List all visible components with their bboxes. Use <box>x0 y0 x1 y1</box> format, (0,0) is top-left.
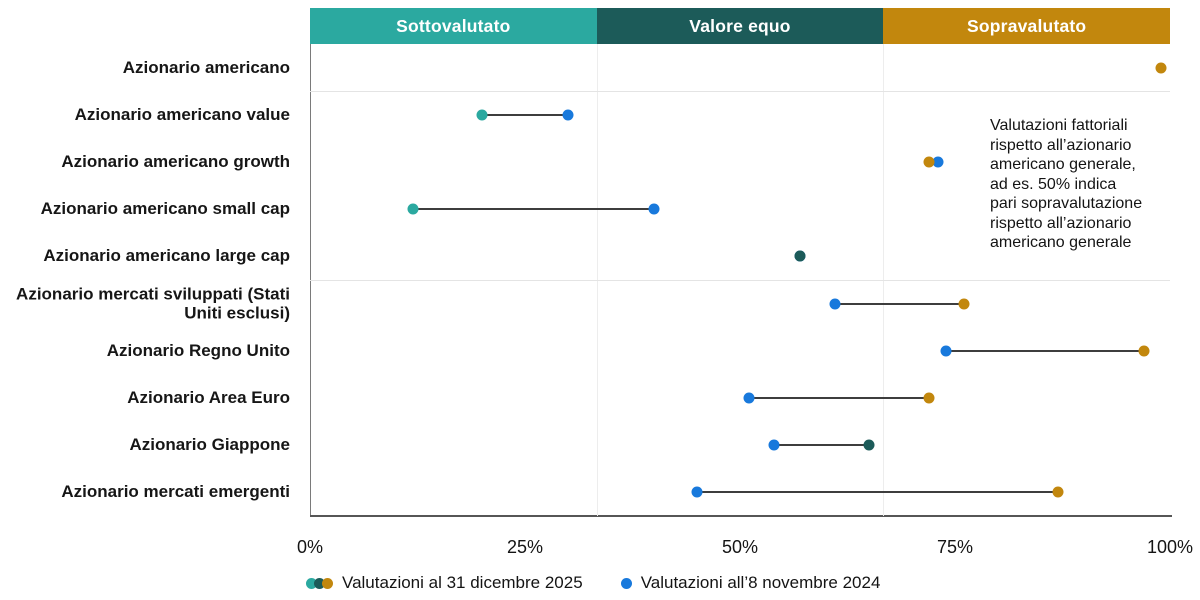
dot-dec-2025 <box>476 109 488 121</box>
legend-dot-icon <box>306 577 317 589</box>
category-label: Azionario mercati sviluppati (Stati Unit… <box>16 284 290 323</box>
connector-line <box>774 444 869 447</box>
legend-label: Valutazioni all’8 novembre 2024 <box>640 573 881 592</box>
dot-dec-2025 <box>923 156 935 168</box>
category-label: Azionario americano growth <box>61 152 290 172</box>
x-tick-label: 75% <box>936 537 974 557</box>
category-label: Azionario Giappone <box>129 435 290 455</box>
category-label: Azionario americano small cap <box>40 199 290 219</box>
legend-label: Valutazioni al 31 dicembre 2025 <box>342 573 583 592</box>
dot-nov-2024 <box>829 298 841 310</box>
category-label: Azionario americano <box>122 57 290 77</box>
row-separator <box>310 280 1170 281</box>
legend-dot-icon <box>322 577 333 589</box>
dot-dec-2025 <box>1052 486 1064 498</box>
connector-line <box>482 113 568 116</box>
category-label: Azionario mercati emergenti <box>61 482 290 502</box>
connector-line <box>413 208 654 211</box>
connector-line <box>697 491 1059 494</box>
x-tick-label: 50% <box>721 537 759 557</box>
dot-nov-2024 <box>932 156 944 168</box>
dot-nov-2024 <box>691 486 703 498</box>
legend-dot-group <box>620 577 632 589</box>
dot-dec-2025 <box>863 439 875 451</box>
dot-nov-2024 <box>768 439 780 451</box>
dot-nov-2024 <box>648 203 660 215</box>
category-label: Azionario Regno Unito <box>106 341 290 361</box>
dot-dec-2025 <box>923 392 935 404</box>
dot-dec-2025 <box>407 203 419 215</box>
band-sottovalutato: Sottovalutato <box>310 8 597 44</box>
zone-header-bands: Sottovalutato Valore equo Sopravalutato <box>310 8 1171 44</box>
dot-nov-2024 <box>562 109 574 121</box>
x-axis-line <box>310 515 1172 517</box>
dot-nov-2024 <box>743 392 755 404</box>
connector-line <box>834 302 964 305</box>
legend-dot-icon <box>314 577 325 589</box>
connector-line <box>946 349 1145 352</box>
dot-dec-2025 <box>1138 345 1150 357</box>
category-label: Azionario americano large cap <box>43 246 290 266</box>
legend-dot-group <box>306 577 333 589</box>
category-label: Azionario americano value <box>74 105 290 125</box>
legend: Valutazioni al 31 dicembre 2025 Valutazio… <box>306 569 880 597</box>
legend-item: Valutazioni al 31 dicembre 2025 <box>306 573 583 593</box>
x-tick-label: 100% <box>1146 537 1194 557</box>
category-label: Azionario Area Euro <box>127 388 290 408</box>
dot-dec-2025 <box>1155 62 1167 74</box>
x-tick-label: 25% <box>506 537 544 557</box>
legend-dot-icon <box>620 577 632 589</box>
x-tick-label: 0% <box>296 537 324 557</box>
row-separator <box>310 91 1170 93</box>
annotation-note: Valutazioni fattoriali rispetto all’azio… <box>990 117 1143 252</box>
connector-line <box>748 397 930 399</box>
band-valore-equo: Valore equo <box>596 8 884 44</box>
dot-dec-2025 <box>958 298 970 310</box>
legend-item: Valutazioni all’8 novembre 2024 <box>620 573 881 593</box>
dot-dec-2025 <box>794 250 806 262</box>
band-sopravalutato: Sopravalutato <box>883 8 1171 44</box>
dot-nov-2024 <box>940 345 952 357</box>
